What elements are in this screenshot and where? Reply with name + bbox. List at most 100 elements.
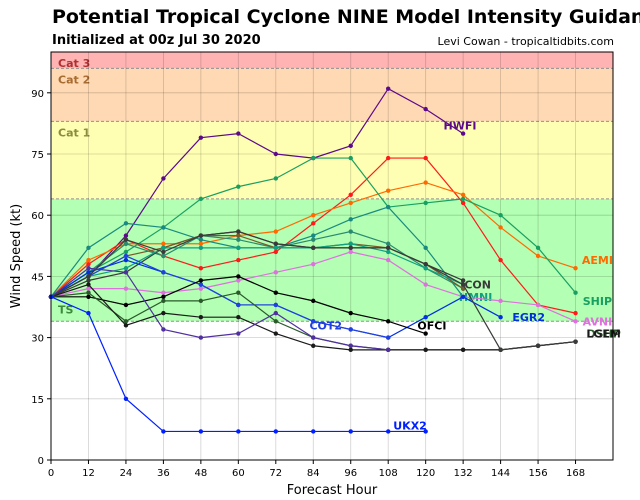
series-line-unlabeled-16: [50, 267, 389, 351]
data-point: [386, 188, 391, 193]
data-point: [236, 302, 241, 308]
series-label-ofci: OFCI: [417, 319, 446, 332]
data-point: [498, 315, 503, 320]
data-point: [273, 310, 278, 316]
data-point: [273, 151, 278, 157]
data-point: [236, 233, 241, 238]
data-point: [236, 245, 241, 251]
data-point: [236, 237, 241, 242]
data-point: [460, 294, 466, 299]
data-point: [348, 249, 353, 255]
band-label-cat-1: Cat 1: [58, 126, 90, 139]
data-point: [236, 131, 241, 136]
data-point: [348, 327, 353, 332]
data-point: [236, 184, 241, 189]
data-point: [86, 257, 91, 263]
data-point: [423, 331, 428, 336]
data-point: [198, 135, 204, 140]
data-point: [198, 286, 204, 291]
data-point: [273, 429, 278, 434]
data-point: [386, 155, 391, 161]
series-cot2: COT2: [48, 253, 391, 340]
data-point: [161, 176, 166, 181]
series-line-hwfi: [50, 87, 464, 298]
data-point: [161, 327, 166, 332]
series-label-egr2: EGR2: [512, 311, 545, 324]
x-tick-label: 156: [529, 468, 548, 479]
x-tick-label: 60: [232, 468, 245, 479]
data-point: [236, 257, 241, 263]
data-point: [460, 192, 466, 197]
data-point: [460, 282, 466, 287]
data-point: [161, 241, 166, 246]
data-point: [573, 319, 578, 324]
data-point: [423, 266, 428, 271]
data-point: [198, 278, 204, 283]
data-point: [123, 237, 129, 242]
series-line-unlabeled-5: [50, 230, 464, 298]
x-axis-label: Forecast Hour: [287, 483, 378, 498]
y-tick-label: 90: [31, 89, 44, 100]
data-point: [460, 131, 466, 136]
data-point: [498, 213, 503, 218]
data-point: [161, 294, 166, 299]
data-point: [273, 319, 278, 324]
data-point: [86, 261, 91, 267]
series-line-cot2: [50, 255, 389, 339]
chart-title: Potential Tropical Cyclone NINE Model In…: [52, 6, 640, 28]
data-point: [273, 229, 278, 234]
data-point: [460, 196, 466, 202]
data-point: [311, 221, 316, 226]
data-point: [423, 282, 428, 287]
band-cat-1: [51, 121, 613, 199]
data-point: [498, 257, 503, 263]
data-point: [198, 335, 204, 340]
data-point: [86, 286, 91, 291]
data-point: [86, 290, 91, 295]
x-tick-label: 24: [120, 468, 133, 479]
data-point: [198, 237, 204, 242]
data-point: [386, 347, 391, 353]
data-point: [348, 241, 353, 246]
data-point: [86, 245, 91, 251]
x-tick-label: 144: [491, 468, 510, 479]
series-label-aemi: AEMI: [582, 254, 613, 267]
data-point: [123, 396, 129, 401]
data-point: [86, 282, 91, 287]
data-point: [573, 290, 578, 295]
series-label-lgem: LGEM: [586, 328, 621, 341]
data-point: [198, 241, 204, 246]
series-ukx2: UKX2: [48, 294, 428, 434]
data-point: [386, 319, 391, 324]
data-point: [123, 286, 129, 291]
data-point: [535, 302, 541, 308]
data-point: [123, 323, 129, 328]
series-label-cot2: COT2: [309, 319, 342, 332]
data-point: [273, 270, 278, 275]
data-point: [236, 315, 241, 320]
data-point: [311, 343, 316, 348]
data-point: [123, 302, 129, 308]
data-point: [273, 241, 278, 246]
data-point: [348, 347, 353, 353]
data-point: [386, 245, 391, 251]
data-point: [123, 319, 129, 324]
data-point: [348, 192, 353, 197]
x-tick-label: 0: [48, 468, 54, 479]
y-axis-label: Wind Speed (kt): [9, 204, 24, 308]
data-point: [161, 270, 166, 275]
data-point: [498, 347, 503, 353]
series-label-ukx2: UKX2: [393, 419, 427, 432]
band-label-cat-3: Cat 3: [58, 57, 90, 70]
data-point: [498, 298, 503, 304]
data-point: [348, 200, 353, 206]
data-point: [273, 302, 278, 308]
series-label-dshp: DSHP: [586, 328, 620, 341]
data-point: [423, 315, 428, 320]
data-point: [161, 429, 166, 434]
data-point: [348, 155, 353, 161]
data-point: [386, 249, 391, 255]
data-point: [535, 253, 541, 259]
band-cat-3: [51, 52, 613, 69]
data-point: [236, 274, 241, 279]
